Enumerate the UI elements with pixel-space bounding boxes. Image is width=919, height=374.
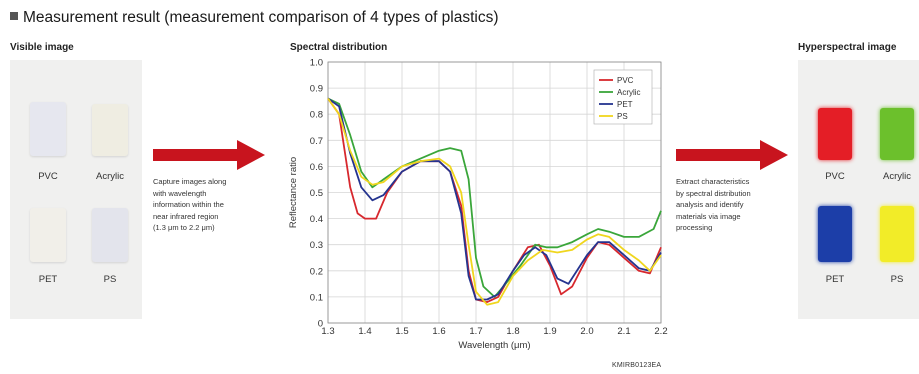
sample-pet-hyperspectral [818,206,852,262]
legend-label: Acrylic [617,88,641,97]
legend-box [593,69,653,125]
series-line-ps [327,97,662,306]
y-tick-label: 0.1 [310,292,323,303]
y-tick-label: 0.8 [310,110,323,121]
x-tick-label: 2.0 [580,326,593,337]
sample-label: Acrylic [96,171,124,182]
arrow-right-icon [153,140,265,170]
spectral-chart: 1.3 1.4 1.5 1.6 1.7 1.8 1.9 2.0 2.1 2.2 0 0.1 0.2 0.3… [288,58,668,352]
y-tick-label: 0 [318,319,323,330]
capture-line: (1.3 μm to 2.2 μm) [153,223,215,232]
y-axis-label: Reflectance ratio [288,157,299,228]
y-tick-label: 0.5 [310,188,323,199]
square-bullet-icon [10,12,18,20]
sample-label: PET [825,274,845,285]
x-axis-label: Wavelength (μm) [458,340,530,351]
plot-border [327,61,662,324]
x-tick-label: 1.3 [321,326,334,337]
extract-line: materials via image [676,211,741,221]
sample-label: PVC [825,171,845,182]
capture-line: with wavelength [153,188,207,198]
sample-label: PS [103,274,117,285]
y-tick-label: 0.7 [310,136,323,147]
legend-label: PET [617,100,633,109]
visible-image-panel: PVC Acrylic PET PS [10,60,142,319]
y-tick-label: 0.2 [310,266,323,277]
capture-line: near infrared region [153,211,219,221]
legend-label: PVC [617,76,634,85]
section-label-visible: Visible image [10,42,74,53]
x-tick-label: 1.5 [395,326,408,337]
y-tick-label: 0.3 [310,240,323,251]
section-label-spectral: Spectral distribution [290,42,388,53]
sample-ps-visible [92,208,128,262]
x-tick-label: 1.4 [358,326,371,337]
extract-description: Extract characteristics by spectral dist… [676,176,796,234]
sample-pvc-visible [30,102,66,156]
y-tick-label: 0.6 [310,162,323,173]
x-tick-label: 2.1 [617,326,630,337]
extract-line: by spectral distribution [676,188,751,198]
x-tick-label: 1.8 [506,326,519,337]
y-tick-label: 1.0 [310,58,323,69]
legend-label: PS [617,112,628,121]
series-line-pet [327,97,662,301]
x-tick-label: 1.9 [543,326,556,337]
extract-line: analysis and identify [676,200,744,209]
hyperspectral-image-panel: PVC Acrylic PET PS [798,60,919,319]
y-tick-label: 0.9 [310,84,323,95]
sample-label: PET [38,274,58,285]
x-tick-label: 2.2 [654,326,667,337]
sample-pvc-hyperspectral [818,108,852,160]
capture-description: Capture images along with wavelength inf… [153,176,273,234]
page-title: Measurement result (measurement comparis… [10,9,499,27]
extract-line: processing [676,223,713,232]
figure-code: KMIRB0123EA [612,362,662,369]
sample-label: PVC [38,171,58,182]
capture-line: information within the [153,200,224,209]
sample-ps-hyperspectral [880,206,914,262]
extract-line: Extract characteristics [676,177,750,186]
section-label-hyperspectral: Hyperspectral image [798,42,897,53]
x-tick-label: 1.7 [469,326,482,337]
sample-acrylic-hyperspectral [880,108,914,160]
sample-pet-visible [30,208,66,262]
x-tick-label: 1.6 [432,326,445,337]
arrow-right-icon [676,140,788,170]
capture-line: Capture images along [153,177,227,186]
sample-label: PS [890,274,904,285]
page-title-text: Measurement result (measurement comparis… [23,9,499,26]
y-tick-label: 0.4 [310,214,323,225]
sample-acrylic-visible [92,104,128,156]
sample-label: Acrylic [883,171,911,182]
